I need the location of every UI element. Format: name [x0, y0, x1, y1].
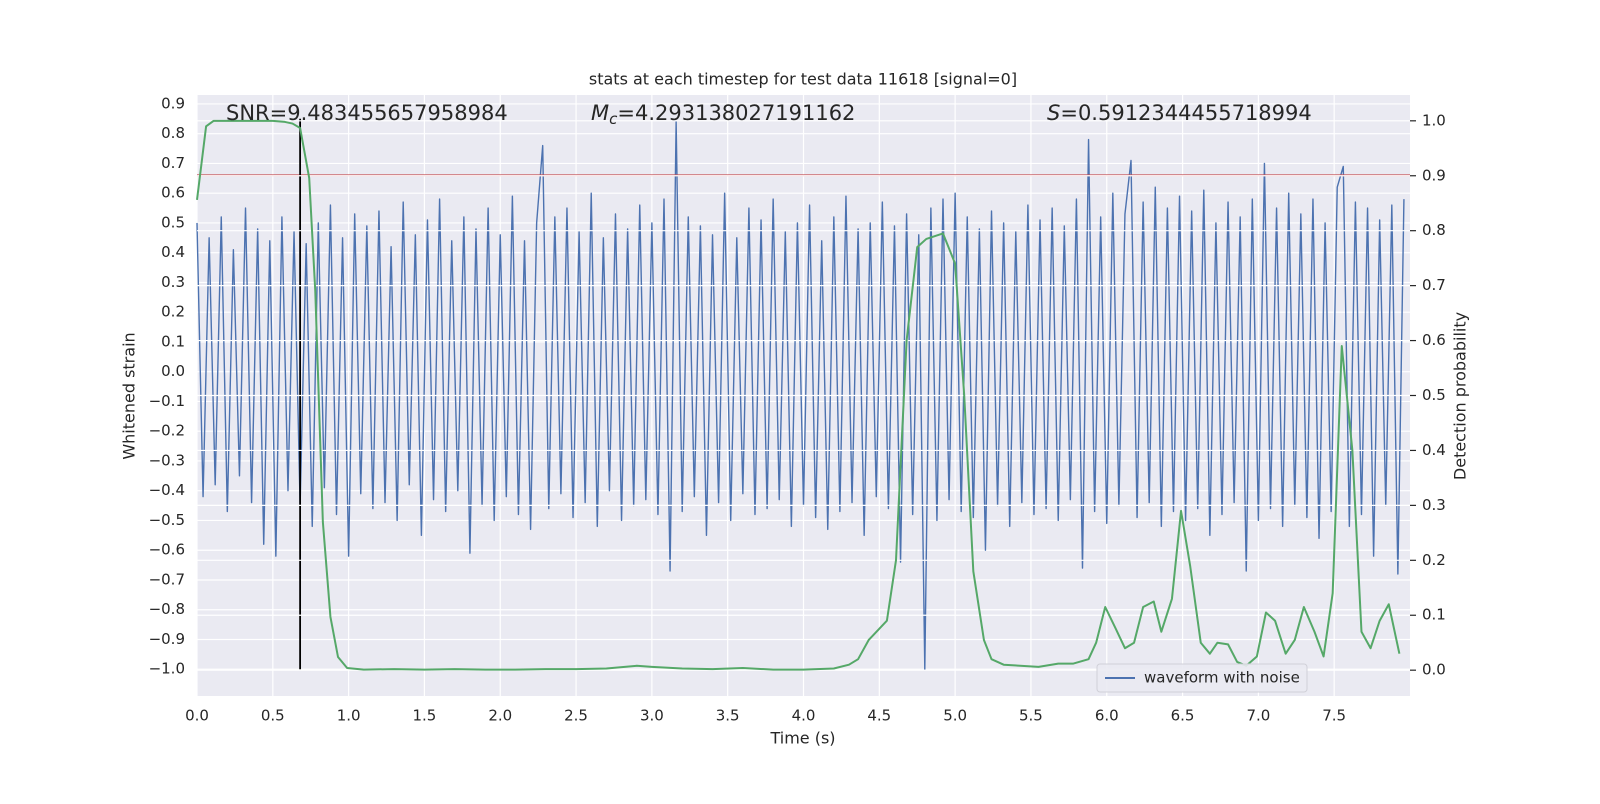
x-tick-label: 1.5	[413, 707, 437, 725]
x-tick-label: 0.5	[261, 707, 285, 725]
y2-tick-label: 0.1	[1422, 606, 1446, 624]
x-tick-label: 6.5	[1171, 707, 1195, 725]
y-tick-label: 0.2	[161, 303, 185, 321]
y-tick-label: −0.2	[149, 422, 185, 440]
y-tick-label: −0.3	[149, 451, 185, 469]
y-tick-label: −0.8	[149, 600, 185, 618]
chart-title: stats at each timestep for test data 116…	[589, 70, 1017, 89]
x-tick-label: 0.0	[185, 707, 209, 725]
y-tick-label: 0.1	[161, 332, 185, 350]
legend-box	[1096, 663, 1308, 693]
mc-symbol: M	[591, 101, 609, 125]
y2-tick-label: 0.7	[1422, 276, 1446, 294]
y-tick-label: −0.6	[149, 541, 185, 559]
y-tick-label: −0.9	[149, 630, 185, 648]
y-tick-label: 0.7	[161, 154, 185, 172]
x-tick-label: 6.0	[1095, 707, 1119, 725]
s-value: =0.5912344455718994	[1060, 101, 1311, 125]
x-tick-label: 7.5	[1322, 707, 1346, 725]
snr-annotation: SNR=9.483455657958984	[226, 101, 508, 125]
legend-label: waveform with noise	[1144, 669, 1300, 687]
y2-tick-label: 0.9	[1422, 166, 1446, 184]
legend: waveform with noise	[1096, 663, 1308, 693]
y2-tick-label: 0.3	[1422, 496, 1446, 514]
y-tick-label: 0.4	[161, 243, 185, 261]
y-axis-label: Whitened strain	[120, 332, 139, 459]
x-tick-label: 4.0	[792, 707, 816, 725]
y-tick-label: 0.6	[161, 184, 185, 202]
x-tick-label: 4.5	[867, 707, 891, 725]
x-tick-label: 5.5	[1019, 707, 1043, 725]
x-tick-label: 3.5	[716, 707, 740, 725]
y-tick-label: −1.0	[149, 660, 185, 678]
y2-tick-label: 0.0	[1422, 661, 1446, 679]
x-tick-label: 2.0	[488, 707, 512, 725]
y-tick-label: −0.7	[149, 570, 185, 588]
x-tick-label: 5.0	[943, 707, 967, 725]
y2-tick-label: 0.4	[1422, 441, 1446, 459]
x-tick-label: 2.5	[564, 707, 588, 725]
y-tick-label: 0.3	[161, 273, 185, 291]
x-tick-label: 1.0	[337, 707, 361, 725]
y-tick-label: 0.5	[161, 213, 185, 231]
mc-annotation: Mc=4.293138027191162	[591, 101, 855, 128]
y-tick-label: 0.9	[161, 94, 185, 112]
y2-tick-label: 0.5	[1422, 386, 1446, 404]
x-axis-label: Time (s)	[769, 729, 835, 748]
s-annotation: S=0.5912344455718994	[1047, 101, 1312, 125]
y2-tick-label: 0.6	[1422, 331, 1446, 349]
mc-value: =4.293138027191162	[617, 101, 855, 125]
x-tick-label: 7.0	[1246, 707, 1270, 725]
x-tick-label: 3.0	[640, 707, 664, 725]
mc-subscript: c	[609, 110, 618, 128]
y2-tick-label: 0.8	[1422, 221, 1446, 239]
y-tick-label: 0.8	[161, 124, 185, 142]
probability-line	[196, 119, 1401, 671]
y-tick-label: −0.1	[149, 392, 185, 410]
y-tick-label: −0.4	[149, 481, 185, 499]
y2-tick-label: 0.2	[1422, 551, 1446, 569]
waveform-line	[196, 121, 1405, 670]
y2-tick-label: 1.0	[1422, 111, 1446, 129]
y-tick-label: 0.0	[161, 362, 185, 380]
s-symbol: S	[1047, 101, 1060, 125]
y-tick-label: −0.5	[149, 511, 185, 529]
y2-axis-label: Detection probability	[1451, 312, 1470, 480]
